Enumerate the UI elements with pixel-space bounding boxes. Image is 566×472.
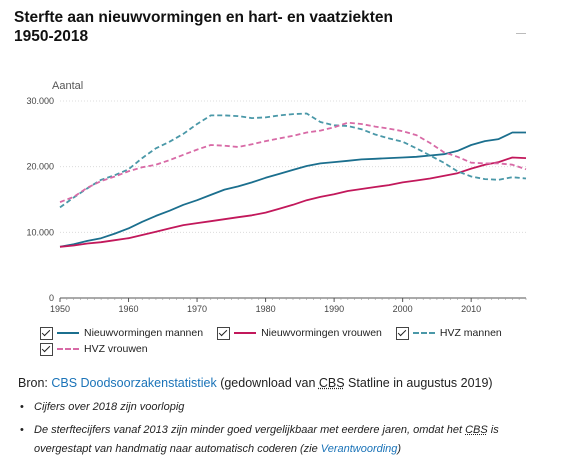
legend-swatch-solid-blue: [57, 332, 79, 334]
x-tick-label: 1950: [50, 304, 70, 314]
series-line-2: [59, 156, 527, 248]
legend-label: Nieuwvormingen mannen: [84, 327, 204, 339]
y-axis-label: Aantal: [52, 80, 83, 92]
x-tick-label: 1960: [119, 304, 139, 314]
y-tick-label: 20.000: [26, 162, 54, 172]
note-2-text-c: ): [397, 443, 402, 455]
legend-label: Nieuwvormingen vrouwen: [261, 327, 382, 339]
source-line: Bron: CBS Doodsoorzakenstatistiek (gedow…: [18, 376, 493, 390]
line-chart: Aantal 0 10.000 20.000 30.000 1950 1960 1970 198…: [26, 80, 527, 314]
legend-row-2: HVZ vrouwen: [40, 341, 516, 357]
legend-swatch-dashed-pink: [57, 348, 79, 350]
y-tick-label: 10.000: [26, 227, 54, 237]
source-suffix: Statline in augustus 2019): [344, 376, 493, 390]
chart-title-line2: 1950-2018: [14, 28, 89, 45]
source-link[interactable]: CBS Doodsoorzakenstatistiek: [51, 376, 217, 390]
note-2-text-a: De sterftecijfers vanaf 2013 zijn minder…: [34, 424, 466, 436]
menu-dash-icon[interactable]: [516, 33, 526, 34]
series-line-3: [59, 112, 527, 209]
legend-swatch-dashed-teal: [412, 332, 435, 334]
legend-item-nieuwvormingen-mannen[interactable]: Nieuwvormingen mannen: [40, 326, 204, 340]
x-tick-label: 2000: [393, 304, 413, 314]
y-tick-label: 30.000: [26, 96, 54, 106]
x-tick-label: 1980: [256, 304, 276, 314]
legend-label: HVZ vrouwen: [84, 343, 148, 355]
note-2-cbs-abbr: CBS: [465, 424, 488, 436]
notes-list: Cijfers over 2018 zijn voorlopig De ster…: [20, 398, 555, 463]
y-tick-label: 0: [49, 293, 54, 303]
chart-title: Sterfte aan nieuwvormingen en hart- en v…: [14, 8, 393, 46]
legend-row-1: Nieuwvormingen mannen Nieuwvormingen vro…: [40, 325, 516, 341]
legend: Nieuwvormingen mannen Nieuwvormingen vro…: [40, 325, 516, 357]
legend-item-hvz-vrouwen[interactable]: HVZ vrouwen: [40, 342, 148, 356]
source-prefix: Bron:: [18, 376, 52, 390]
series-line-4: [59, 121, 527, 203]
legend-swatch-solid-magenta: [234, 332, 257, 334]
note-1-text: Cijfers over 2018 zijn voorlopig: [34, 401, 185, 413]
source-cbs-abbr: CBS: [318, 376, 345, 390]
note-2-text-b: is overgestapt van handmatig naar automa…: [34, 424, 499, 455]
legend-item-hvz-mannen[interactable]: HVZ mannen: [395, 326, 502, 340]
note-item: Cijfers over 2018 zijn voorlopig: [20, 398, 555, 417]
chart-title-line1: Sterfte aan nieuwvormingen en hart- en v…: [14, 9, 393, 26]
verantwoording-link[interactable]: Verantwoording: [320, 443, 398, 455]
x-tick-label: 2010: [461, 304, 481, 314]
checkbox-checked-icon[interactable]: [217, 326, 231, 340]
x-tick-label: 1970: [187, 304, 207, 314]
legend-item-nieuwvormingen-vrouwen[interactable]: Nieuwvormingen vrouwen: [217, 326, 382, 340]
checkbox-checked-icon[interactable]: [40, 342, 53, 356]
note-item: De sterftecijfers vanaf 2013 zijn minder…: [20, 421, 555, 459]
checkbox-checked-icon[interactable]: [40, 326, 53, 340]
legend-label: HVZ mannen: [439, 327, 502, 339]
checkbox-checked-icon[interactable]: [395, 326, 409, 340]
source-middle: (gedownload van: [216, 376, 319, 390]
x-tick-label: 1990: [324, 304, 344, 314]
series-line-1: [59, 131, 526, 248]
